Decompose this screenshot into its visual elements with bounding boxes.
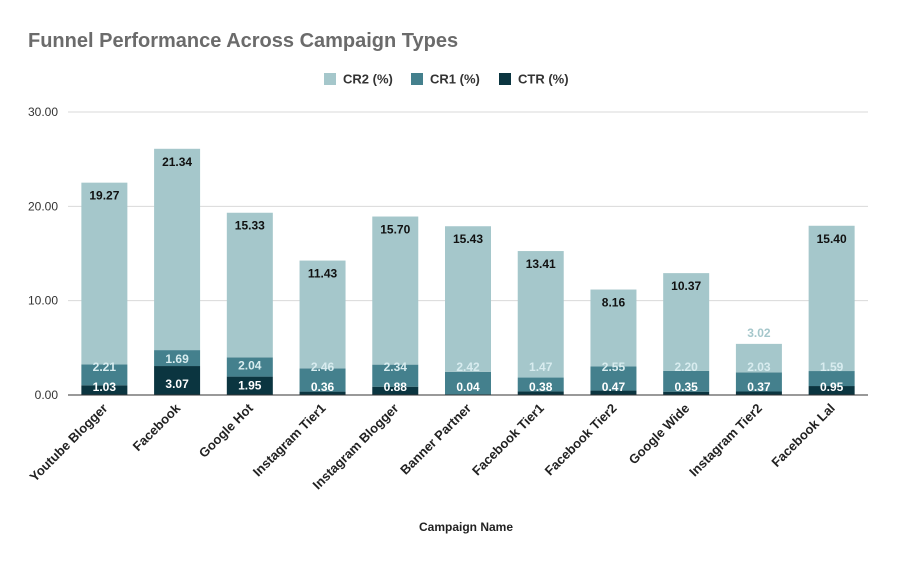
legend-label: CTR (%) xyxy=(518,72,569,87)
bar-segment xyxy=(663,391,710,395)
data-label: 1.95 xyxy=(238,379,262,393)
y-tick-label: 0.00 xyxy=(35,388,59,402)
bar-segment xyxy=(154,148,201,351)
data-label: 2.34 xyxy=(384,360,408,374)
bar-segment xyxy=(81,385,128,395)
legend-swatch xyxy=(499,73,511,85)
data-label: 19.27 xyxy=(89,189,119,203)
x-category-label: Youtube Blogger xyxy=(27,401,111,485)
bar-segment xyxy=(299,391,346,395)
data-label: 0.47 xyxy=(602,380,626,394)
bar-segment xyxy=(735,391,782,395)
data-label: 15.43 xyxy=(453,232,483,246)
data-label: 0.88 xyxy=(384,380,408,394)
data-label: 15.40 xyxy=(817,232,847,246)
bar-segment xyxy=(372,364,419,387)
bar-segment xyxy=(808,386,855,395)
y-tick-label: 30.00 xyxy=(28,105,58,119)
bar-segment xyxy=(590,289,637,367)
x-category-label: Instagram Tier1 xyxy=(250,401,329,480)
x-category-label: Google Hot xyxy=(196,400,257,461)
bar-segment xyxy=(226,376,273,395)
bar-segment xyxy=(808,371,855,387)
bar-segment xyxy=(590,366,637,391)
data-label: 2.55 xyxy=(602,360,626,374)
legend-item: CTR (%) xyxy=(499,72,569,87)
data-label: 2.46 xyxy=(311,360,335,374)
bar-segment xyxy=(445,371,491,395)
chart-title: Funnel Performance Across Campaign Types xyxy=(28,30,458,52)
bar-segment xyxy=(663,273,710,371)
bar-segment xyxy=(226,212,273,358)
data-label: 0.35 xyxy=(675,380,699,394)
legend-item: CR1 (%) xyxy=(411,72,480,87)
data-label: 1.03 xyxy=(93,380,117,394)
data-label: 0.36 xyxy=(311,380,335,394)
y-tick-label: 20.00 xyxy=(28,199,58,213)
data-label: 3.07 xyxy=(165,377,189,391)
data-label: 2.20 xyxy=(675,360,699,374)
x-category-label: Facebook Lal xyxy=(768,401,837,470)
bar-segment xyxy=(154,366,201,395)
legend-label: CR1 (%) xyxy=(430,72,480,87)
y-tick-label: 10.00 xyxy=(28,294,58,308)
data-label: 2.21 xyxy=(93,360,117,374)
data-label: 0.95 xyxy=(820,380,844,394)
data-label: 2.42 xyxy=(456,360,480,374)
x-axis-categories: Youtube Blogger Facebook Google HotInstagr… xyxy=(27,400,838,492)
x-axis-title: Campaign Name xyxy=(419,520,513,534)
x-category-label: Google Wide xyxy=(626,401,693,468)
bar-segment xyxy=(663,370,710,392)
legend-label: CR2 (%) xyxy=(343,72,393,87)
x-category-label: Instagram Tier2 xyxy=(686,401,765,480)
bar-segment xyxy=(517,251,564,378)
data-label: 2.03 xyxy=(747,360,771,374)
x-category-label: Facebook Tier1 xyxy=(469,401,547,479)
x-category-label: Facebook Tier2 xyxy=(542,401,620,479)
bar-segment xyxy=(372,216,419,365)
bar-segment xyxy=(154,350,201,367)
data-label: 13.41 xyxy=(526,257,556,271)
x-category-label: Facebook xyxy=(130,400,184,454)
legend: CR2 (%) CR1 (%) CTR (%) xyxy=(324,72,569,87)
bar-segment xyxy=(226,357,273,377)
bar-segment xyxy=(517,391,564,395)
bar-segment xyxy=(517,377,564,392)
data-label: 8.16 xyxy=(602,296,626,310)
data-label: 10.37 xyxy=(671,279,701,293)
bar-segment xyxy=(81,182,128,365)
legend-swatch xyxy=(324,73,336,85)
data-label: 21.34 xyxy=(162,155,192,169)
bars xyxy=(81,148,855,395)
data-label: 11.43 xyxy=(308,267,338,281)
data-labels: 1.03 2.21 19.27 3.07 1.69 21.34 1.95 2.04 15.33 0… xyxy=(89,155,847,394)
data-label: 0.38 xyxy=(529,380,553,394)
bar-segment xyxy=(81,364,128,386)
data-label: 1.47 xyxy=(529,360,553,374)
legend-swatch xyxy=(411,73,423,85)
bar-segment xyxy=(299,368,346,392)
bar-segment xyxy=(808,225,855,372)
data-label: 2.04 xyxy=(238,359,262,373)
data-label: 15.33 xyxy=(235,219,265,233)
bar-segment xyxy=(445,226,491,372)
data-label: 15.70 xyxy=(380,223,410,237)
data-label: 0.37 xyxy=(747,380,771,394)
bar-segment xyxy=(735,372,782,392)
data-label: 3.02 xyxy=(747,326,771,340)
data-label: 1.69 xyxy=(165,352,189,366)
data-label: 0.04 xyxy=(456,380,480,394)
bar-segment xyxy=(590,390,637,395)
data-label: 1.59 xyxy=(820,360,844,374)
bar-segment xyxy=(735,343,782,373)
legend-item: CR2 (%) xyxy=(324,72,393,87)
bar-segment xyxy=(372,386,419,395)
bar-segment xyxy=(299,260,346,369)
x-category-label: Banner Partner xyxy=(397,401,474,478)
y-axis-ticks: 0.00 10.00 20.00 30.00 xyxy=(28,105,58,402)
